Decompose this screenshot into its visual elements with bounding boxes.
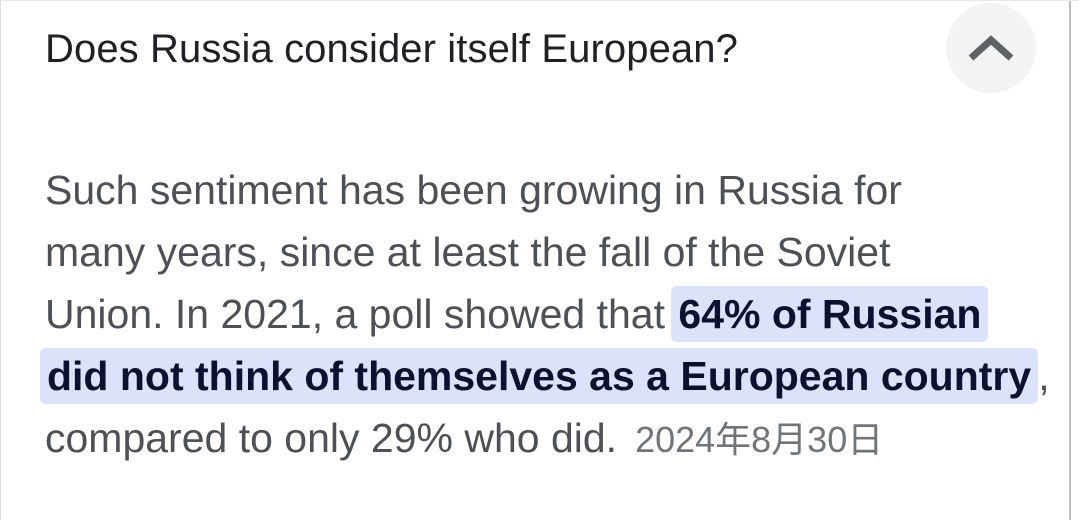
snippet-text: , bbox=[1038, 353, 1050, 399]
scrollbar-track[interactable] bbox=[1069, 1, 1071, 520]
paa-answer-snippet: Such sentiment has been growing in Russi… bbox=[40, 159, 1050, 471]
chevron-up-icon bbox=[968, 35, 1014, 61]
collapse-button[interactable] bbox=[946, 3, 1036, 93]
snippet-line: Union. In 2021, a poll showed that 64% o… bbox=[45, 283, 1049, 345]
snippet-line: Such sentiment has been growing in Russi… bbox=[45, 159, 1049, 221]
snippet-text: many years, since at least the fall of t… bbox=[45, 229, 891, 275]
snippet-text: Such sentiment has been growing in Russi… bbox=[45, 167, 902, 213]
paa-question-row[interactable]: Does Russia consider itself European? bbox=[1, 1, 1079, 101]
snippet-text: compared to only 29% who did. bbox=[45, 415, 618, 461]
snippet-line: many years, since at least the fall of t… bbox=[45, 221, 1049, 283]
highlighted-answer-text: 64% of Russian bbox=[671, 286, 989, 342]
snippet-text: Union. In 2021, a poll showed that bbox=[45, 291, 677, 337]
paa-question-title[interactable]: Does Russia consider itself European? bbox=[45, 27, 738, 71]
highlighted-answer-text: did not think of themselves as a Europea… bbox=[40, 348, 1039, 404]
snippet-line: did not think of themselves as a Europea… bbox=[40, 345, 1050, 407]
snippet-line: compared to only 29% who did. 2024年8月30日 bbox=[45, 407, 1049, 471]
snippet-date: 2024年8月30日 bbox=[635, 419, 884, 460]
